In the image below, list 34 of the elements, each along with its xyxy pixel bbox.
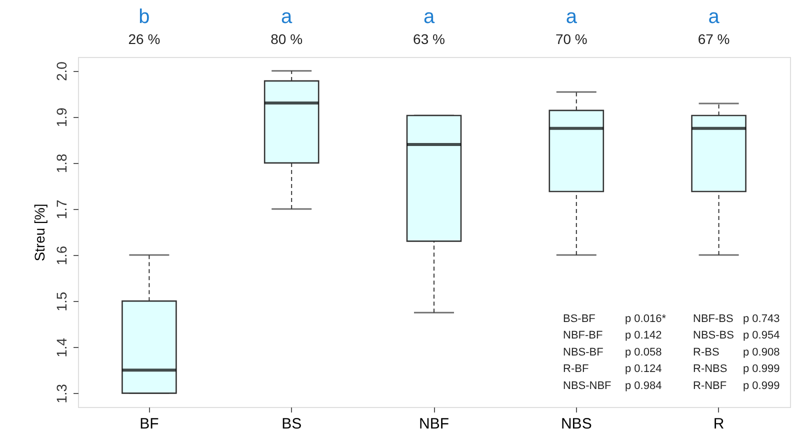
y-tick-label: 1.4 [54,338,70,358]
text: 67 % [698,31,730,47]
text: 70 % [555,31,588,47]
text: a [708,6,720,28]
text: a [281,6,294,28]
text: 80 % [270,31,303,47]
text: NBS-BS p 0.954 [693,330,780,342]
y-tick-label: 1.8 [54,153,70,174]
x-tick-label: R [713,416,724,432]
text: R-BS p 0.908 [693,346,780,358]
y-tick-label: 1.5 [54,292,70,312]
y-tick-label: 1.7 [54,200,70,220]
text: NBF-BS p 0.743 [693,313,780,325]
x-tick-label: BS [282,416,302,432]
text: R-BF p 0.124 [563,363,662,376]
y-tick-label: 1.3 [54,384,70,404]
text: NBS-BF p 0.058 [563,346,662,358]
text: R-NBS p 0.999 [693,363,780,376]
x-tick-label: BF [140,416,159,432]
text: a [566,6,578,28]
text: NBF-BF p 0.142 [563,330,662,342]
y-tick-label: 1.6 [54,246,70,266]
text: NBS-NBF p 0.984 [563,380,662,392]
text: BS-BF p 0.016* [563,313,666,325]
x-tick-label: NBS [560,416,592,432]
y-axis-title: Streu [%] [32,204,48,262]
text: 63 % [413,31,445,47]
text: 26 % [128,31,160,47]
text: b [138,6,150,28]
x-tick-label: NBF [419,416,449,432]
text: R-NBF p 0.999 [693,380,780,392]
y-tick-label: 2.0 [54,61,70,82]
text: a [423,6,436,28]
y-tick-label: 1.9 [54,107,70,128]
